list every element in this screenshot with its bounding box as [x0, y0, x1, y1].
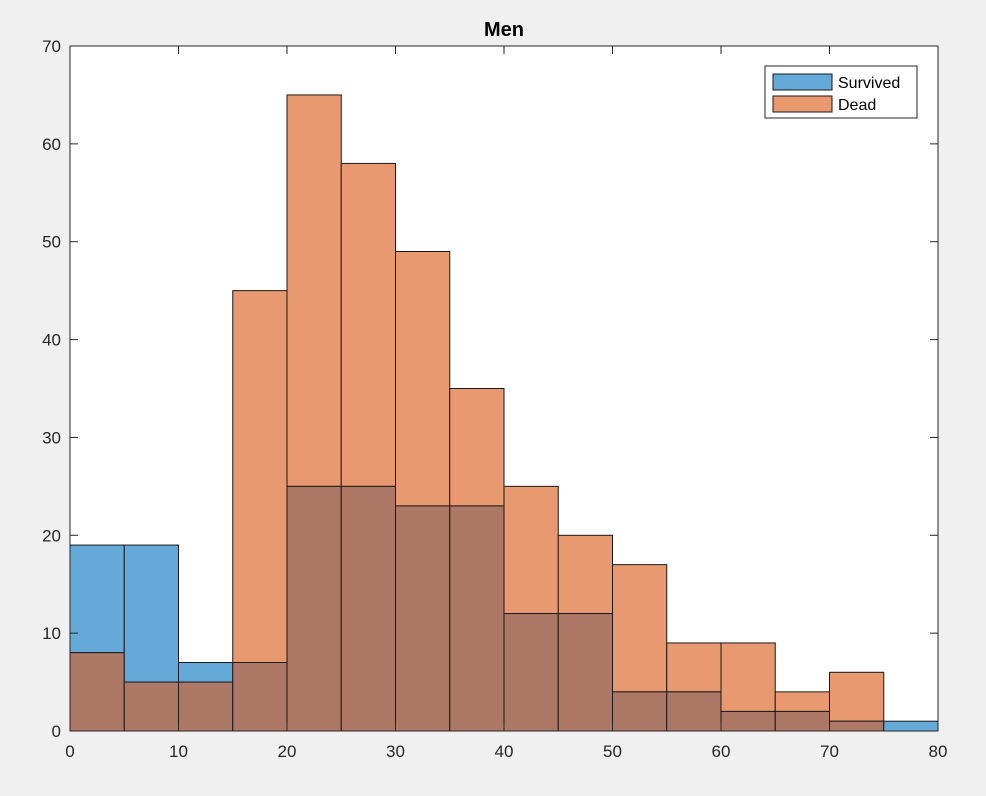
bar-dead-70 [829, 671, 885, 722]
bar-survived-5 [123, 544, 179, 683]
bars-layer [69, 94, 939, 732]
x-tick-label: 20 [278, 742, 297, 761]
y-tick-label: 50 [42, 233, 61, 252]
x-tick-label: 70 [820, 742, 839, 761]
bar-overlap-20 [286, 485, 342, 732]
y-tick-label: 70 [42, 37, 61, 56]
bar-survived-75 [883, 720, 939, 732]
bar-overlap-45 [557, 613, 613, 732]
y-tick-label: 0 [52, 722, 61, 741]
x-tick-label: 40 [495, 742, 514, 761]
legend-swatch-dead [772, 95, 833, 113]
bar-survived-10 [178, 662, 234, 683]
bar-dead-45 [557, 534, 613, 615]
bar-dead-15 [232, 290, 288, 663]
bar-survived-0 [69, 544, 125, 654]
bar-overlap-25 [340, 485, 396, 732]
bar-overlap-40 [503, 613, 559, 732]
axes-layer: 0 10 20 30 40 50 60 70 80 0 10 20 30 40 50 60 70 [42, 37, 947, 761]
bar-dead-60 [720, 642, 776, 712]
bar-dead-20 [286, 94, 342, 487]
legend-label-dead: Dead [838, 97, 876, 114]
chart-title: Men [484, 19, 524, 41]
y-tick-label: 30 [42, 428, 61, 447]
bar-overlap-55 [666, 691, 722, 732]
y-tick-label: 10 [42, 624, 61, 643]
y-tick-label: 60 [42, 135, 61, 154]
bar-overlap-5 [123, 681, 179, 732]
bar-overlap-30 [395, 505, 451, 732]
x-tick-label: 80 [929, 742, 948, 761]
x-tick-label: 30 [386, 742, 405, 761]
x-tick-label: 60 [712, 742, 731, 761]
bar-dead-35 [449, 388, 505, 507]
bar-overlap-60 [720, 710, 776, 732]
bar-overlap-0 [69, 652, 125, 732]
bar-dead-50 [612, 564, 668, 693]
legend-swatch-survived [772, 73, 833, 91]
bar-overlap-70 [829, 720, 885, 732]
x-tick-label: 50 [603, 742, 622, 761]
bar-dead-40 [503, 485, 559, 615]
y-tick-label: 40 [42, 331, 61, 350]
bar-overlap-65 [774, 710, 830, 732]
bar-dead-30 [395, 251, 451, 507]
bar-overlap-10 [178, 681, 234, 732]
bar-dead-25 [340, 162, 396, 487]
y-tick-label: 20 [42, 526, 61, 545]
x-tick-label: 10 [169, 742, 188, 761]
bar-overlap-50 [612, 691, 668, 732]
legend: Survived Dead [764, 65, 918, 119]
bar-overlap-15 [232, 662, 288, 732]
bar-dead-65 [774, 691, 830, 712]
x-tick-label: 0 [65, 742, 74, 761]
legend-label-survived: Survived [838, 75, 900, 92]
bar-overlap-35 [449, 505, 505, 732]
bar-dead-55 [666, 642, 722, 693]
